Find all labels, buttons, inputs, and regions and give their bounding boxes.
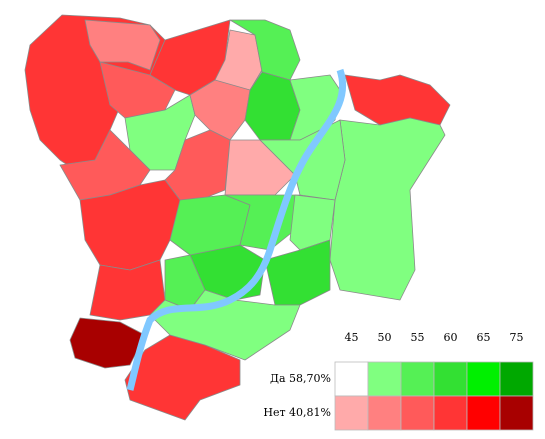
scale-label: 75: [510, 331, 524, 344]
legend-cell: [466, 395, 501, 431]
scale-label: 50: [378, 331, 392, 344]
region: [344, 74, 451, 126]
scale-label: 55: [411, 331, 425, 344]
river: [126, 68, 347, 391]
region: [189, 79, 251, 141]
legend-cell: [400, 361, 435, 397]
region: [84, 19, 161, 71]
legend: 45 50 55 60 65 75 Да 58,70% Нет 40,81%: [263, 331, 534, 431]
scale-label: 45: [345, 331, 359, 344]
region: [229, 19, 301, 81]
legend-cell: [433, 361, 468, 397]
legend-cell: [367, 361, 402, 397]
legend-cell: [400, 395, 435, 431]
regions: [24, 14, 451, 421]
legend-cell: [466, 361, 501, 397]
scale-label: 65: [477, 331, 491, 344]
legend-cell: [433, 395, 468, 431]
region: [264, 239, 331, 306]
scale-label: 60: [444, 331, 458, 344]
legend-cell: [334, 395, 369, 431]
legend-cell: [499, 361, 534, 397]
region: [224, 139, 296, 196]
legend-cell: [334, 361, 369, 397]
legend-cell: [499, 395, 534, 431]
row-label: Нет 40,81%: [263, 406, 331, 419]
legend-cell: [367, 395, 402, 431]
row-label: Да 58,70%: [270, 372, 331, 385]
region: [329, 117, 446, 301]
region: [69, 317, 146, 369]
